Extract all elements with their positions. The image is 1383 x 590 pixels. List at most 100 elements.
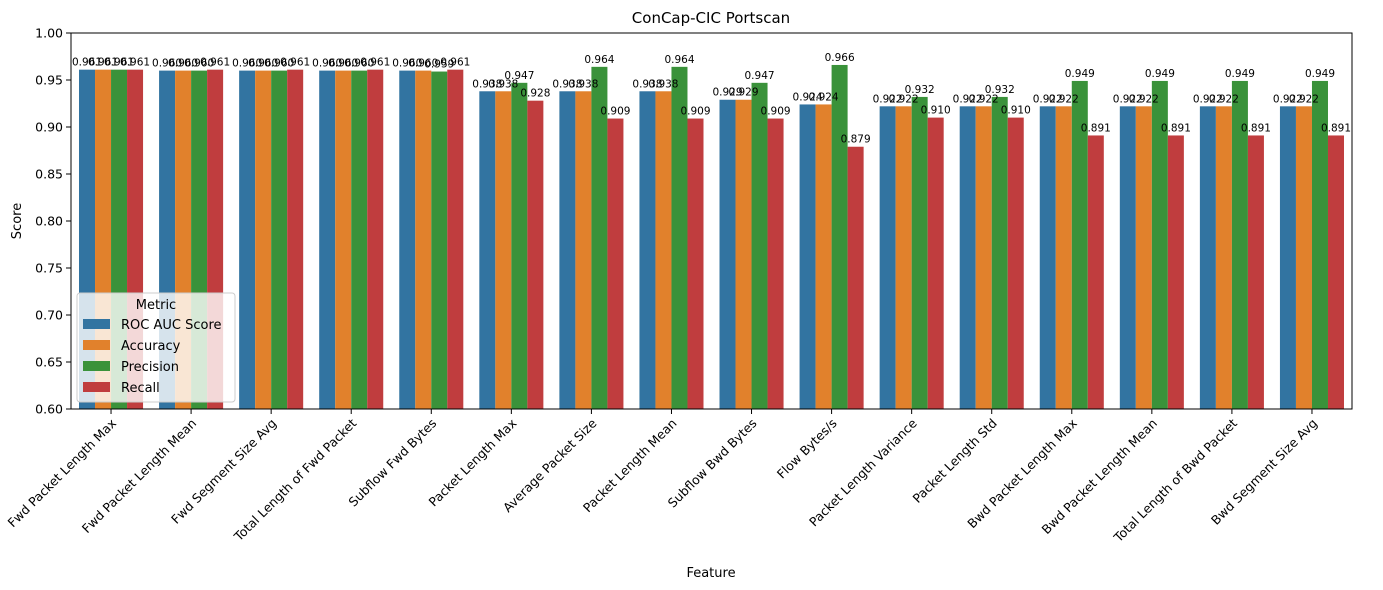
bar xyxy=(1135,106,1152,409)
y-tick-label: 0.65 xyxy=(35,355,63,370)
legend: Metric ROC AUC Score Accuracy Precision Reca… xyxy=(76,292,236,403)
y-tick-label: 0.60 xyxy=(35,402,63,417)
y-axis-title: Score xyxy=(10,203,25,239)
y-tick-label: 0.80 xyxy=(35,214,63,229)
bar-value-label: 0.932 xyxy=(985,84,1015,96)
y-tick-label: 1.00 xyxy=(35,26,63,41)
bar-value-label: 0.949 xyxy=(1065,68,1095,80)
bar-value-label: 0.928 xyxy=(520,88,550,100)
bar xyxy=(671,66,688,409)
bar-value-label: 0.961 xyxy=(72,57,102,69)
bar-value-label: 0.891 xyxy=(1241,122,1271,134)
bar xyxy=(639,91,656,409)
bar xyxy=(735,99,752,410)
x-tick-label: Packet Length Std xyxy=(910,416,1000,506)
bar-value-label: 0.938 xyxy=(552,78,582,90)
bar xyxy=(975,106,992,409)
bar-value-label: 0.961 xyxy=(440,57,470,69)
bar xyxy=(271,70,288,409)
bar xyxy=(815,104,832,409)
bar xyxy=(367,69,384,409)
bar-value-label: 0.922 xyxy=(1209,93,1239,105)
bars-layer xyxy=(79,64,1344,410)
y-tick-label: 0.75 xyxy=(35,261,63,276)
bar-value-label: 0.909 xyxy=(600,106,630,118)
bar-value-label: 0.964 xyxy=(664,54,694,66)
bar xyxy=(351,70,368,409)
bar-value-label: 0.922 xyxy=(1129,93,1159,105)
bar-value-label: 0.966 xyxy=(825,52,855,64)
legend-swatch xyxy=(83,340,110,350)
bar xyxy=(479,91,496,409)
bar-value-label: 0.909 xyxy=(761,106,791,118)
bar-value-label: 0.959 xyxy=(424,59,454,71)
bar xyxy=(319,70,336,409)
x-axis-title: Feature xyxy=(686,566,735,581)
bar-value-label: 0.960 xyxy=(232,58,262,70)
bar xyxy=(511,82,528,409)
bar-value-label: 0.922 xyxy=(953,93,983,105)
legend-swatch xyxy=(83,361,110,371)
bar-value-label: 0.922 xyxy=(1273,93,1303,105)
bar-value-label: 0.909 xyxy=(680,106,710,118)
bar-value-label: 0.960 xyxy=(408,58,438,70)
bar xyxy=(751,82,768,409)
bar-value-label: 0.879 xyxy=(841,134,871,146)
bar-value-label: 0.924 xyxy=(793,91,823,103)
legend-title: Metric xyxy=(136,298,176,313)
chart-title: ConCap-CIC Portscan xyxy=(632,9,790,27)
bar-value-label: 0.922 xyxy=(889,93,919,105)
bar-value-label: 0.960 xyxy=(248,58,278,70)
bar-value-label: 0.961 xyxy=(200,57,230,69)
legend-swatch xyxy=(83,382,110,392)
bar xyxy=(1311,80,1328,409)
bar-value-label: 0.960 xyxy=(312,58,342,70)
legend-swatch xyxy=(83,319,110,329)
bar xyxy=(559,91,576,409)
bar-value-label: 0.922 xyxy=(1049,93,1079,105)
bar-value-label: 0.922 xyxy=(1193,93,1223,105)
bar xyxy=(495,91,512,409)
bar xyxy=(911,96,928,410)
bar-value-label: 0.961 xyxy=(104,57,134,69)
x-tick-label: Subflow Bwd Bytes xyxy=(665,416,760,511)
bar-value-label: 0.929 xyxy=(712,87,742,99)
bar-value-label: 0.910 xyxy=(1001,105,1031,117)
x-tick-label: Flow Bytes/s xyxy=(774,416,840,482)
bar-value-label: 0.922 xyxy=(1289,93,1319,105)
bar xyxy=(1327,135,1344,409)
y-tick-label: 0.95 xyxy=(35,73,63,88)
bar xyxy=(847,146,864,410)
bar-value-label: 0.961 xyxy=(280,57,310,69)
bar-value-label: 0.891 xyxy=(1161,122,1191,134)
bar-value-label: 0.924 xyxy=(809,91,839,103)
bar-value-label: 0.960 xyxy=(184,58,214,70)
bar xyxy=(799,104,816,409)
bar-value-label: 0.961 xyxy=(88,57,118,69)
bar-value-label: 0.932 xyxy=(905,84,935,96)
bar-value-label: 0.949 xyxy=(1145,68,1175,80)
legend-label: ROC AUC Score xyxy=(121,318,222,333)
bar-value-label: 0.961 xyxy=(360,57,390,69)
bar-value-label: 0.922 xyxy=(1033,93,1063,105)
bar-value-label: 0.960 xyxy=(152,58,182,70)
bar-value-label: 0.929 xyxy=(728,87,758,99)
bar xyxy=(1087,135,1104,409)
legend-box xyxy=(76,292,236,403)
bar-value-label: 0.947 xyxy=(745,70,775,82)
bar xyxy=(415,70,432,409)
bar-value-label: 0.922 xyxy=(969,93,999,105)
bar xyxy=(607,118,624,409)
bar xyxy=(431,71,448,409)
y-axis: 0.60 0.65 0.70 0.75 0.80 0.85 0.90 0.95 1.00 xyxy=(35,26,71,417)
legend-label: Accuracy xyxy=(121,339,181,354)
bar xyxy=(527,100,544,410)
bar-value-label: 0.961 xyxy=(120,57,150,69)
bar xyxy=(1199,106,1216,409)
bar xyxy=(687,118,704,409)
bar xyxy=(1247,135,1264,409)
bar-value-label: 0.938 xyxy=(648,78,678,90)
bar xyxy=(1007,117,1024,409)
bar xyxy=(959,106,976,409)
